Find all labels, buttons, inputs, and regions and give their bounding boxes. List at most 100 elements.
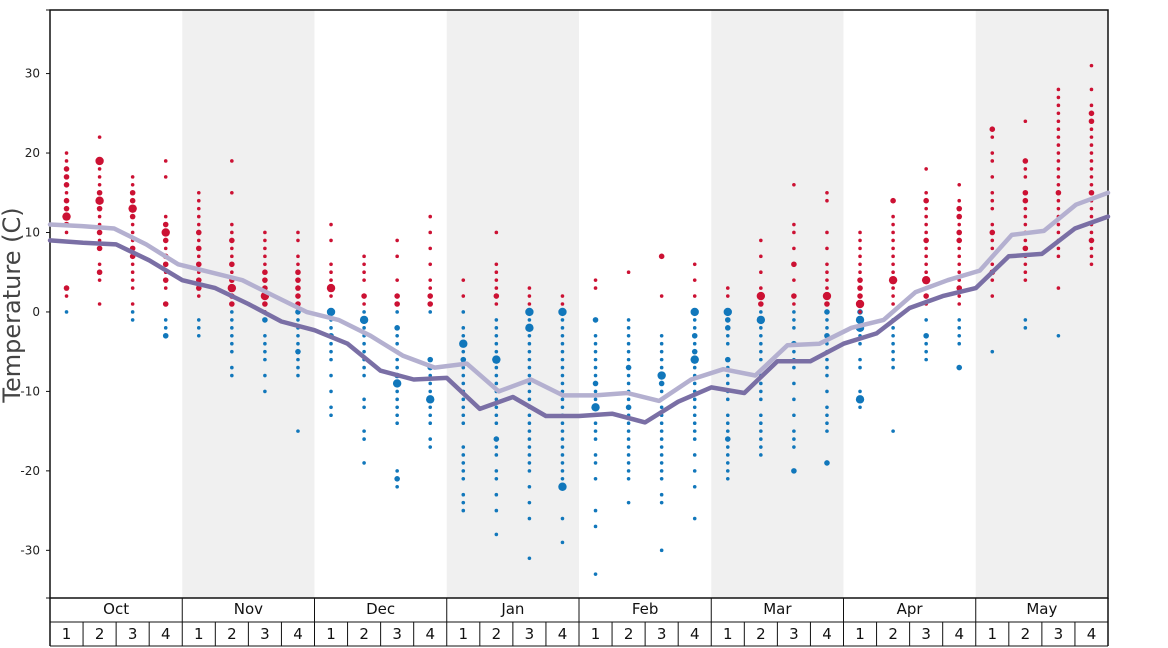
cold-point [461,333,466,338]
cold-point [494,413,499,418]
cold-point [759,389,763,394]
cold-point [494,381,499,386]
cold-point [560,516,565,521]
cold-point [560,373,565,378]
y-tick-label: -10 [20,384,40,398]
cold-point [855,395,865,404]
cold-point [593,333,598,338]
warm-point [329,294,333,298]
warm-point [924,270,928,275]
cold-point [725,445,730,449]
cold-point [825,421,829,425]
cold-point [692,341,697,346]
warm-point [196,294,201,298]
warm-point [196,238,201,243]
warm-point [1023,262,1028,267]
month-shade-may [975,10,1108,598]
warm-point [96,269,103,276]
cold-point [329,349,333,354]
cold-point [725,413,730,418]
warm-point [196,190,201,195]
warm-point [858,238,862,243]
cold-point [395,333,399,338]
warm-point [990,206,995,211]
cold-point [659,405,664,410]
cold-point [395,484,399,489]
week-label: 4 [161,625,171,643]
warm-point [1088,110,1095,117]
week-label: 3 [525,625,535,643]
warm-point [162,301,169,307]
warm-point [1023,214,1028,219]
cold-point [362,326,366,330]
warm-point [792,302,796,306]
warm-point [924,246,928,251]
warm-point [957,294,962,298]
cold-point [461,453,466,457]
warm-point [230,222,234,227]
warm-point [822,291,832,301]
cold-point [326,307,336,317]
week-label: 4 [293,625,303,643]
average-low-line [47,214,1111,425]
y-tick-label: 0 [32,305,40,319]
warm-point [1089,103,1094,108]
cold-point [362,437,366,441]
cold-point [592,317,599,323]
week-label: 1 [194,625,204,643]
warm-point [263,230,267,235]
cold-point [891,365,895,370]
warm-point [163,214,168,219]
warm-point [97,302,102,306]
warm-point [163,246,168,251]
cold-point [724,325,731,331]
warm-point [395,254,399,259]
cold-point [296,333,300,338]
cold-point [723,307,732,317]
warm-point [1056,119,1061,124]
cold-point [626,477,631,481]
warm-point [63,174,70,180]
warm-point [891,230,895,235]
cold-point [957,333,962,338]
cold-point [724,317,731,323]
cold-point [461,310,466,314]
warm-point [1089,167,1094,171]
warm-point [1023,278,1028,282]
warm-point [130,183,135,187]
warm-point [96,189,103,196]
cold-point [560,318,565,322]
warm-point [1089,143,1094,147]
cold-point [1023,318,1028,322]
warm-point [1088,189,1095,196]
cold-point [658,380,665,387]
warm-point [891,238,895,243]
cold-point [626,437,631,441]
warm-point [990,175,995,179]
cold-point [329,326,333,330]
week-label: 2 [95,625,105,643]
warm-point [990,294,995,298]
warm-point [924,190,928,195]
warm-point [1056,246,1061,251]
warm-point [923,197,929,204]
warm-point [921,275,931,285]
cold-point [461,492,466,497]
warm-point [990,278,995,282]
cold-point [659,469,664,473]
cold-point [825,357,829,362]
warm-point [296,262,300,267]
warm-point [855,299,865,309]
week-label: 2 [227,625,237,643]
month-label-nov: Nov [234,600,263,618]
cold-point [64,310,69,314]
month-label-mar: Mar [763,600,792,618]
warm-point [428,286,433,290]
warm-point [626,270,631,275]
cold-point [230,326,234,330]
cold-point [692,516,697,521]
week-label: 1 [459,625,469,643]
cold-point [891,357,895,362]
cold-point [461,381,466,386]
cold-point [759,310,763,314]
